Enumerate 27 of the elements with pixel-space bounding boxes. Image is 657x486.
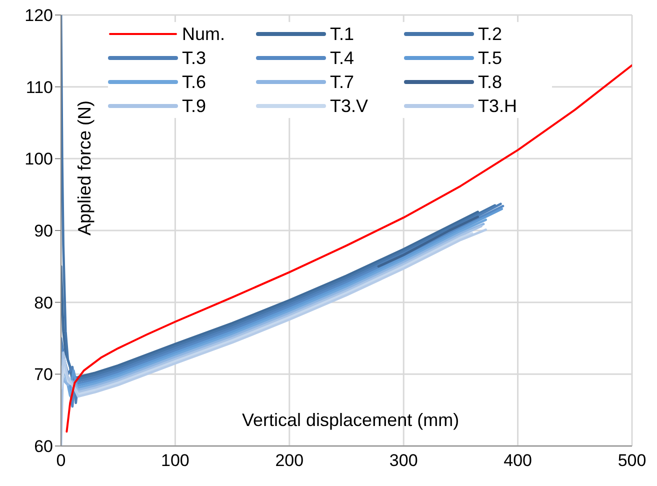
x-tick-label: 100 [161, 451, 190, 470]
x-tick-label: 300 [389, 451, 418, 470]
y-tick-label: 70 [34, 365, 53, 384]
legend-label: T.5 [478, 48, 502, 68]
legend-label: T.6 [182, 72, 206, 92]
y-tick-label: 90 [34, 222, 53, 241]
legend-label: T.9 [182, 96, 206, 116]
x-tick-label: 200 [275, 451, 304, 470]
y-tick-label: 110 [26, 78, 53, 97]
y-tick-label: 120 [24, 6, 53, 26]
y-tick-label: 80 [34, 293, 53, 312]
x-axis-title: Vertical displacement (mm) [242, 410, 460, 431]
legend-label: T.1 [330, 24, 354, 44]
y-tick-label: 100 [24, 150, 53, 169]
legend-label: T.7 [330, 72, 354, 92]
x-tick-label: 400 [504, 451, 532, 470]
legend-label: Num. [182, 24, 226, 44]
y-axis-title: Applied force (N) [74, 100, 96, 236]
legend-label: T.4 [330, 48, 354, 68]
x-tick-label: 0 [56, 451, 66, 470]
legend-label: T.2 [478, 24, 502, 44]
legend-label: T.8 [478, 72, 502, 92]
y-tick-label: 60 [34, 437, 53, 456]
x-tick-label: 500 [618, 451, 646, 470]
legend-label: T3.V [330, 96, 368, 116]
legend-label: T3.H [478, 96, 518, 116]
legend-label: T.3 [182, 48, 206, 68]
